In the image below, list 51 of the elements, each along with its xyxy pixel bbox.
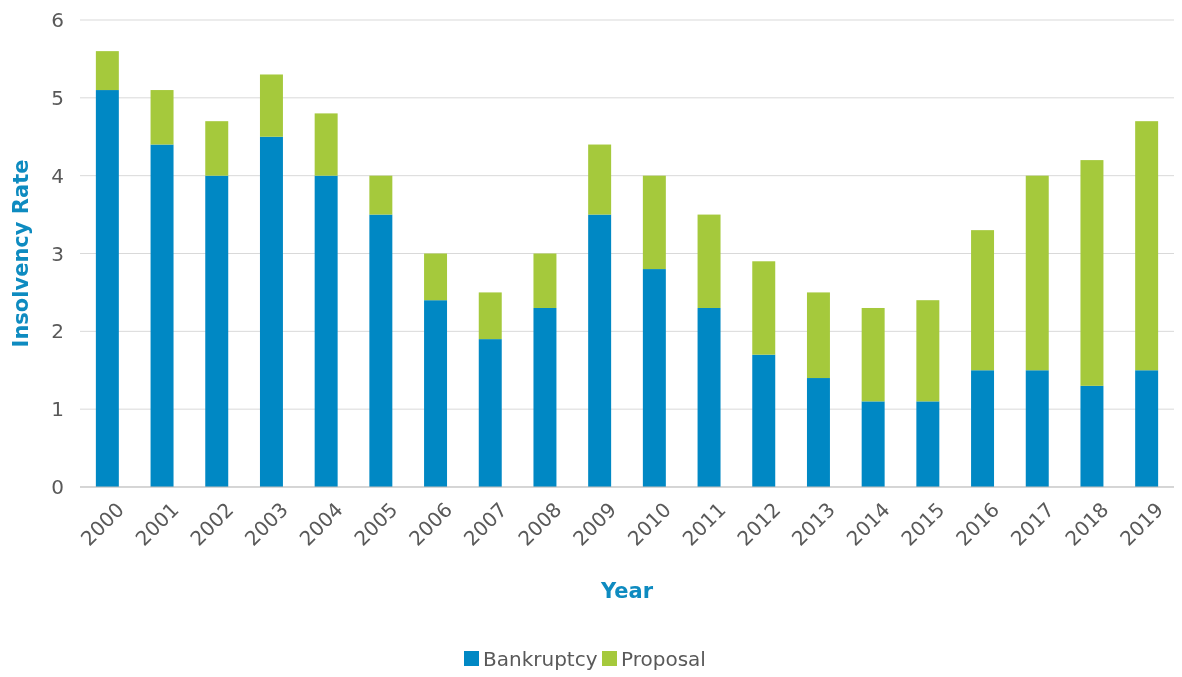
bar — [150, 90, 174, 145]
bar — [806, 292, 830, 379]
y-tick-label: 5 — [51, 85, 64, 110]
bar — [697, 307, 721, 487]
y-axis-title: Insolvency Rate — [9, 159, 33, 348]
bar — [150, 144, 174, 487]
legend-label: Proposal — [621, 647, 706, 671]
bar — [861, 401, 885, 487]
bar — [1080, 160, 1104, 386]
bar — [916, 300, 940, 402]
bar — [424, 253, 448, 301]
bar — [806, 378, 830, 487]
bar — [752, 261, 776, 355]
bar — [533, 307, 557, 487]
bar — [916, 401, 940, 487]
bar — [1080, 385, 1104, 487]
bar — [642, 269, 666, 487]
bar — [861, 307, 885, 402]
bar — [752, 354, 776, 487]
bar — [259, 136, 283, 487]
bar — [588, 214, 612, 487]
bar — [369, 175, 393, 215]
y-tick-label: 0 — [51, 475, 64, 499]
bar — [205, 121, 229, 176]
y-tick-label: 2 — [51, 319, 64, 344]
bar — [424, 300, 448, 487]
bar — [1135, 370, 1159, 487]
bar — [1135, 121, 1159, 371]
y-tick-label: 1 — [51, 397, 64, 422]
bar — [205, 175, 229, 487]
bar — [314, 113, 338, 176]
bar — [369, 214, 393, 487]
x-axis-title: Year — [599, 579, 654, 603]
bar — [971, 230, 995, 371]
y-tick-label: 4 — [51, 163, 64, 188]
bar — [314, 175, 338, 487]
y-tick-label: 6 — [51, 8, 64, 32]
bar — [259, 74, 283, 137]
legend-label: Bankruptcy — [483, 647, 598, 671]
bar — [1025, 370, 1049, 487]
bar — [95, 90, 119, 487]
bar — [478, 292, 502, 340]
bar — [642, 175, 666, 270]
bar — [697, 214, 721, 308]
bar — [971, 370, 995, 487]
bar — [95, 51, 119, 91]
bar — [588, 144, 612, 215]
bar — [478, 339, 502, 487]
bar — [1025, 175, 1049, 371]
y-tick-label: 3 — [51, 241, 64, 266]
bar — [533, 253, 557, 308]
